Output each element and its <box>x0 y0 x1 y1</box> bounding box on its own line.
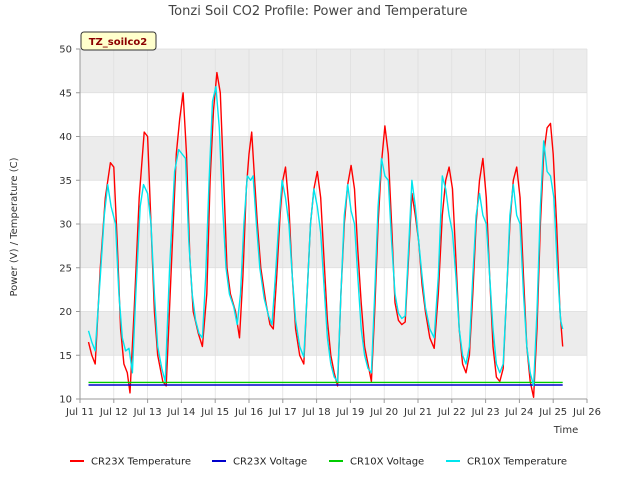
y-tick-label: 10 <box>59 395 72 406</box>
x-tick-label: Jul 25 <box>538 407 567 418</box>
plot-band <box>80 49 587 93</box>
x-tick-label: Jul 19 <box>335 407 364 418</box>
logger-tag-label: TZ_soilco2 <box>89 37 148 48</box>
grid <box>79 48 588 400</box>
x-tick-label: Jul 18 <box>302 407 331 418</box>
x-tick-label: Jul 24 <box>504 407 533 418</box>
x-tick-label: Jul 17 <box>268 407 297 418</box>
x-tick-label: Jul 23 <box>471 407 500 418</box>
x-axis-label: Time <box>553 425 578 436</box>
y-tick-label: 45 <box>59 88 72 99</box>
x-tick-label: Jul 11 <box>65 407 94 418</box>
x-tick-label: Jul 21 <box>403 407 432 418</box>
legend-label-cr23x-temperature: CR23X Temperature <box>91 457 191 468</box>
y-tick-label: 20 <box>59 307 72 318</box>
plot-band <box>80 311 587 356</box>
x-tick-label: Jul 22 <box>437 407 466 418</box>
x-tick-label: Jul 15 <box>200 407 229 418</box>
plot-band <box>80 136 587 181</box>
y-tick-label: 40 <box>59 132 72 143</box>
x-tick-label: Jul 20 <box>369 407 398 418</box>
legend-label-cr23x-voltage: CR23X Voltage <box>233 457 307 468</box>
plot-band <box>80 224 587 268</box>
legend-label-cr10x-temperature: CR10X Temperature <box>467 457 567 468</box>
x-tick-label: Jul 13 <box>133 407 162 418</box>
x-tick-label: Jul 16 <box>234 407 263 418</box>
logger-tag-box <box>80 31 157 51</box>
y-tick-label: 25 <box>59 263 72 274</box>
x-tick-label: Jul 12 <box>99 407 128 418</box>
y-tick-label: 35 <box>59 176 72 187</box>
axes: 10 15 20 25 30 35 40 45 50 Jul 11 Jul 12 Jul 13 Jul … <box>59 45 601 419</box>
y-tick-label: 50 <box>59 45 72 56</box>
y-tick-label: 30 <box>59 220 72 231</box>
chart-title: Tonzi Soil CO2 Profile: Power and Temper… <box>167 4 467 19</box>
logger-tag: TZ_soilco2 <box>80 31 157 51</box>
x-tick-label: Jul 26 <box>572 407 601 418</box>
series-layer <box>87 71 564 398</box>
legend-label-cr10x-voltage: CR10X Voltage <box>350 457 424 468</box>
legend: CR23X Temperature CR23X Voltage CR10X Volt… <box>70 457 567 468</box>
x-tick-label: Jul 14 <box>166 407 195 418</box>
y-tick-label: 15 <box>59 351 72 362</box>
y-axis-label: Power (V) / Temperature (C) <box>9 157 20 296</box>
series-line-cr10x-temperature <box>87 85 564 387</box>
